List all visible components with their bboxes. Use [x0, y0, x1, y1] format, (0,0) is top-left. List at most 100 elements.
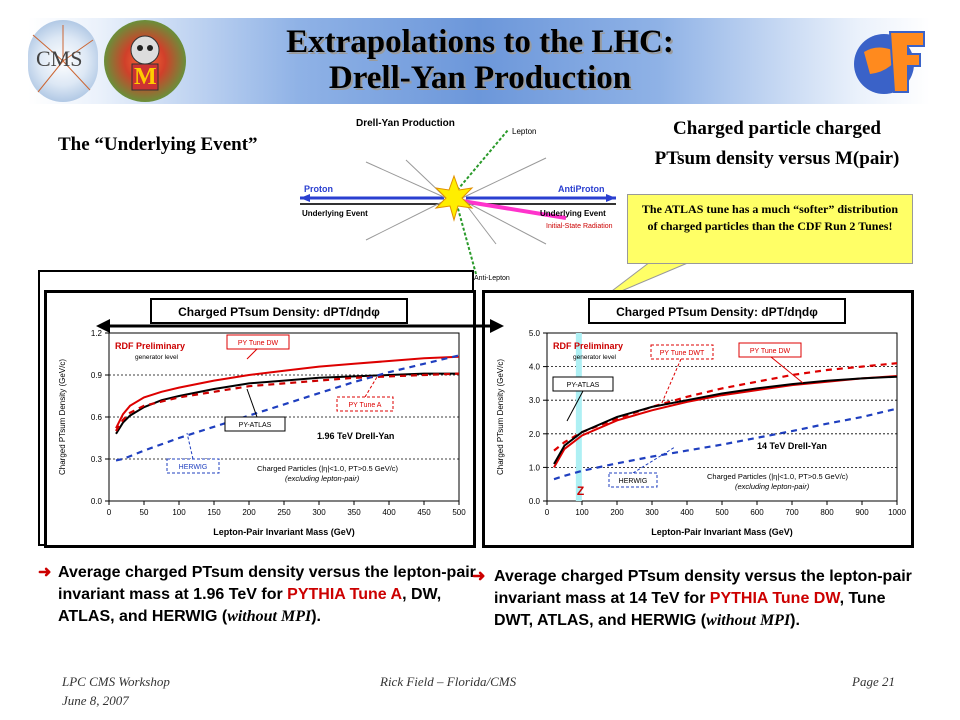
chart1-title: Charged PTsum Density: dPT/dηdφ	[616, 305, 818, 319]
chart0-y-tick-label: 0.0	[91, 497, 103, 506]
bullet-left-post: ).	[311, 608, 321, 625]
slide-title-line2: Drell-Yan Production	[328, 60, 632, 96]
chart0-label-box-atlas	[224, 416, 286, 432]
chart0-title: Charged PTsum Density: dPT/dηdφ	[178, 305, 380, 319]
uf-logo	[850, 22, 930, 102]
chart0-series-py-atlas	[115, 372, 460, 432]
bullet-right-post: ).	[790, 612, 800, 629]
chart1-label-box-dwt	[650, 344, 714, 360]
chart1-label-herwig: HERWIG	[619, 478, 648, 485]
bullet-right-red: PYTHIA Tune DW	[709, 590, 840, 607]
right-plot-frame: Charged PTsum Density: dPT/dηdφ 0.0 1.0 2.0…	[482, 290, 914, 548]
chart0-x-tick-label: 300	[312, 508, 326, 517]
chart0-energy-label: 1.96 TeV Drell-Yan	[317, 431, 394, 441]
chart1-x-tick-label: 0	[545, 508, 550, 517]
bullet-right-pre: Average charged PTsum density versus the…	[494, 568, 912, 607]
uf-globe-icon	[854, 31, 925, 94]
chart1-x-tick-label: 300	[645, 508, 659, 517]
chart0-cuts-line1: Charged Particles (|η|<1.0, PT>0.5 GeV/c…	[257, 464, 399, 473]
diagram-antilepton-label: Anti-Lepton	[474, 275, 510, 282]
bullet-left: Average charged PTsum density versus the…	[58, 562, 478, 628]
chart1-label-dw: PY Tune DW	[750, 348, 791, 355]
chart1-y-tick-label: 2.0	[529, 430, 541, 439]
diagram-title: Drell-Yan Production	[356, 118, 455, 129]
bullet-arrow-right-icon: ➜	[472, 568, 486, 585]
diagram-ue-right-label: Underlying Event	[540, 209, 606, 218]
chart0-leader-dw	[246, 348, 258, 360]
chart0-leader-herwig	[186, 432, 194, 460]
chart0-gen-label: generator level	[135, 354, 179, 361]
chart1-x-tick-label: 500	[715, 508, 729, 517]
chart0-rdf-label: RDF Preliminary	[115, 341, 185, 351]
heading-right-line1: Charged particle charged	[673, 118, 881, 139]
atlas-tune-callout: The ATLAS tune has a much “softer” distr…	[627, 194, 913, 264]
diagram-isr-label: Initial-State Radiation	[546, 223, 613, 230]
chart0-label-herwig: HERWIG	[179, 464, 208, 471]
bullet-right-italic: without MPI	[706, 612, 791, 629]
chart1-y-tick-label: 5.0	[529, 329, 541, 338]
chart1-leader-dwt	[660, 358, 682, 406]
chart1-x-tick-label: 800	[820, 508, 834, 517]
chart1-z-label: Z	[577, 484, 584, 498]
cms-logo-text: CMS	[36, 46, 83, 71]
chart0-x-tick-label: 450	[417, 508, 431, 517]
chart1-x-tick-label: 700	[785, 508, 799, 517]
chart1-cuts-line1: Charged Particles (|η|<1.0, PT>0.5 GeV/c…	[707, 472, 849, 481]
footer-page: Page 21	[852, 674, 895, 689]
chart1-x-axis-label: Lepton-Pair Invariant Mass (GeV)	[651, 527, 793, 537]
chart0-label-a: PY Tune A	[349, 402, 382, 409]
bullet-left-mid: , DW, ATLAS, and HERWIG (	[58, 586, 442, 625]
diagram-antiproton-label: AntiProton	[558, 184, 605, 194]
bullet-arrow-left-icon: ➜	[38, 564, 52, 581]
bullet-right-mid: , Tune DWT, ATLAS, and HERWIG (	[494, 590, 886, 629]
chart0-cuts-line2: (excluding lepton-pair)	[285, 474, 360, 483]
chart1-y-tick-label: 0.0	[529, 497, 541, 506]
chart1-x-tick-label: 100	[575, 508, 589, 517]
bullet-left-pre: Average charged PTsum density versus the…	[58, 564, 476, 603]
diagram-proton-label: Proton	[304, 184, 333, 194]
chart0-series-herwig	[115, 354, 460, 462]
chart1-y-axis-label: Charged PTsum Density (GeV/c)	[496, 359, 505, 475]
chart0-label-box-dw	[226, 334, 290, 350]
chart1-title-box	[588, 298, 846, 324]
chart0-x-tick-label: 100	[172, 508, 186, 517]
chart0-y-axis-label: Charged PTsum Density (GeV/c)	[58, 359, 67, 475]
chart1-x-tick-label: 400	[680, 508, 694, 517]
mascot-letter: M	[134, 64, 157, 90]
chart1-x-tick-label: 1000	[888, 508, 906, 517]
chart1-series-py-atlas	[553, 375, 898, 465]
chart1-gen-label: generator level	[573, 354, 617, 361]
chart0-title-box	[150, 298, 408, 324]
footer-date: June 8, 2007	[62, 693, 129, 708]
chart0-x-tick-label: 200	[242, 508, 256, 517]
left-plot-frame: Charged PTsum Density: dPT/dηdφ 0.0 0.3 0.6…	[44, 290, 476, 548]
chart1-energy-label: 14 TeV Drell-Yan	[757, 441, 827, 451]
chart0-x-tick-label: 150	[207, 508, 221, 517]
chart0-label-box-herwig	[166, 458, 220, 474]
chart0-x-axis-label: Lepton-Pair Invariant Mass (GeV)	[213, 527, 355, 537]
chart1-leader-herwig	[632, 446, 676, 474]
chart0-series-py-tune-a	[115, 372, 459, 435]
bullet-left-red: PYTHIA Tune A	[287, 586, 403, 603]
left-chart: Charged PTsum Density: dPT/dηdφ 0.0 0.3 0.6…	[58, 298, 466, 537]
chart1-leader-dw	[770, 356, 804, 384]
chart1-rdf-label: RDF Preliminary	[553, 341, 623, 351]
chart1-x-tick-label: 600	[750, 508, 764, 517]
heading-right-line2: PTsum density versus M(pair)	[654, 148, 900, 169]
chart1-y-tick-label: 3.0	[529, 396, 541, 405]
chart1-label-dwt: PY Tune DWT	[660, 350, 705, 357]
chart1-label-box-atlas	[552, 376, 614, 392]
chart0-x-tick-label: 0	[107, 508, 112, 517]
chart1-label-atlas: PY-ATLAS	[567, 382, 600, 389]
chart1-z-band	[575, 333, 582, 501]
bullet-left-italic: without MPI	[227, 608, 312, 625]
chart0-leader-atlas	[246, 388, 258, 418]
chart0-y-tick-label: 1.2	[91, 329, 103, 338]
diagram-lepton-label: Lepton	[512, 127, 536, 136]
chart0-series-py-tune-dw	[115, 355, 460, 429]
chart1-x-tick-label: 900	[855, 508, 869, 517]
chart0-y-tick-label: 0.6	[91, 413, 103, 422]
cms-logo: CMS	[28, 20, 98, 102]
chart0-y-tick-label: 0.3	[91, 455, 103, 464]
drell-yan-diagram: Drell-Yan Production Lepton Proton AntiP…	[296, 114, 626, 284]
